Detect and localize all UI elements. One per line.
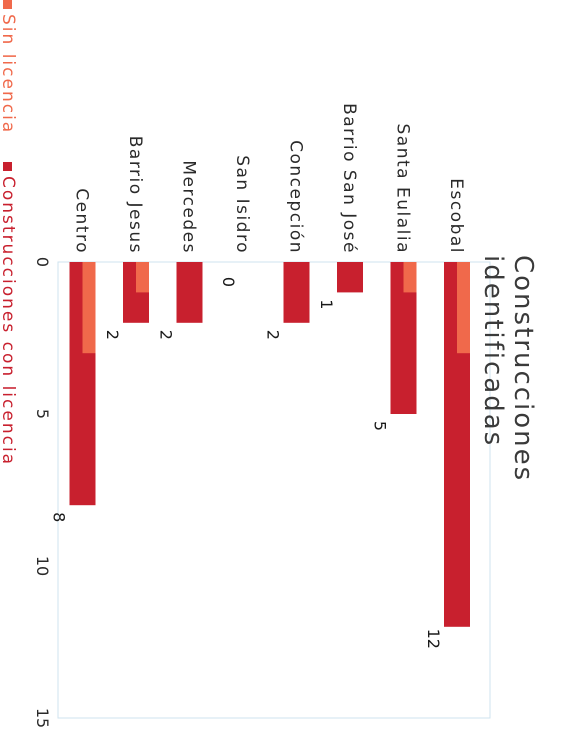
legend-swatch-con-licencia — [3, 162, 12, 171]
bar-con-licencia-santa-eulalia — [390, 262, 417, 414]
category-label-barrio-jesus: Barrio Jesus — [125, 136, 145, 254]
plot-frame — [57, 261, 491, 719]
category-label-mercedes: Mercedes — [179, 160, 199, 254]
chart-title-line-1: Construcciones — [508, 255, 538, 482]
bar-con-licencia-mercedes — [176, 262, 203, 323]
category-label-barrio-san-jose: Barrio San José — [339, 103, 359, 254]
category-label-concepcion: Concepción — [286, 140, 306, 254]
bar-con-licencia-concepcion — [283, 262, 310, 323]
tick-label-10: 10 — [33, 556, 52, 576]
bar-con-licencia-barrio-san-jose — [337, 262, 363, 293]
legend-label-sin-licencia: Sin licencia — [0, 14, 18, 134]
bar-sin-licencia-escobal — [457, 262, 470, 354]
data-label-santa-eulalia: 5 — [371, 421, 390, 431]
bar-sin-licencia-centro — [82, 262, 96, 354]
data-label-escobal: 12 — [424, 629, 443, 649]
category-label-san-isidro: San Isidro — [232, 155, 252, 254]
tick-label-15: 15 — [33, 708, 52, 728]
data-label-barrio-san-jose: 1 — [317, 299, 336, 309]
data-label-mercedes: 2 — [157, 330, 176, 340]
bar-sin-licencia-santa-eulalia — [403, 262, 417, 293]
legend-label-con-licencia: Construcciones con licencia — [0, 176, 18, 466]
data-label-concepcion: 2 — [264, 330, 283, 340]
category-label-escobal: Escobal — [446, 178, 466, 254]
tick-label-5: 5 — [33, 409, 52, 419]
legend: Sin licencia Construcciones con licencia — [0, 0, 18, 466]
chart-title-line-2: identificadas — [478, 255, 508, 447]
data-label-centro: 8 — [50, 512, 69, 522]
data-label-barrio-jesus: 2 — [103, 330, 122, 340]
data-label-san-isidro: 0 — [219, 277, 238, 287]
category-label-centro: Centro — [72, 188, 92, 254]
category-label-santa-eulalia: Santa Eulalia — [393, 124, 413, 255]
tick-label-0: 0 — [33, 257, 52, 267]
legend-swatch-sin-licencia — [3, 0, 12, 9]
bar-sin-licencia-barrio-jesus — [136, 262, 149, 293]
